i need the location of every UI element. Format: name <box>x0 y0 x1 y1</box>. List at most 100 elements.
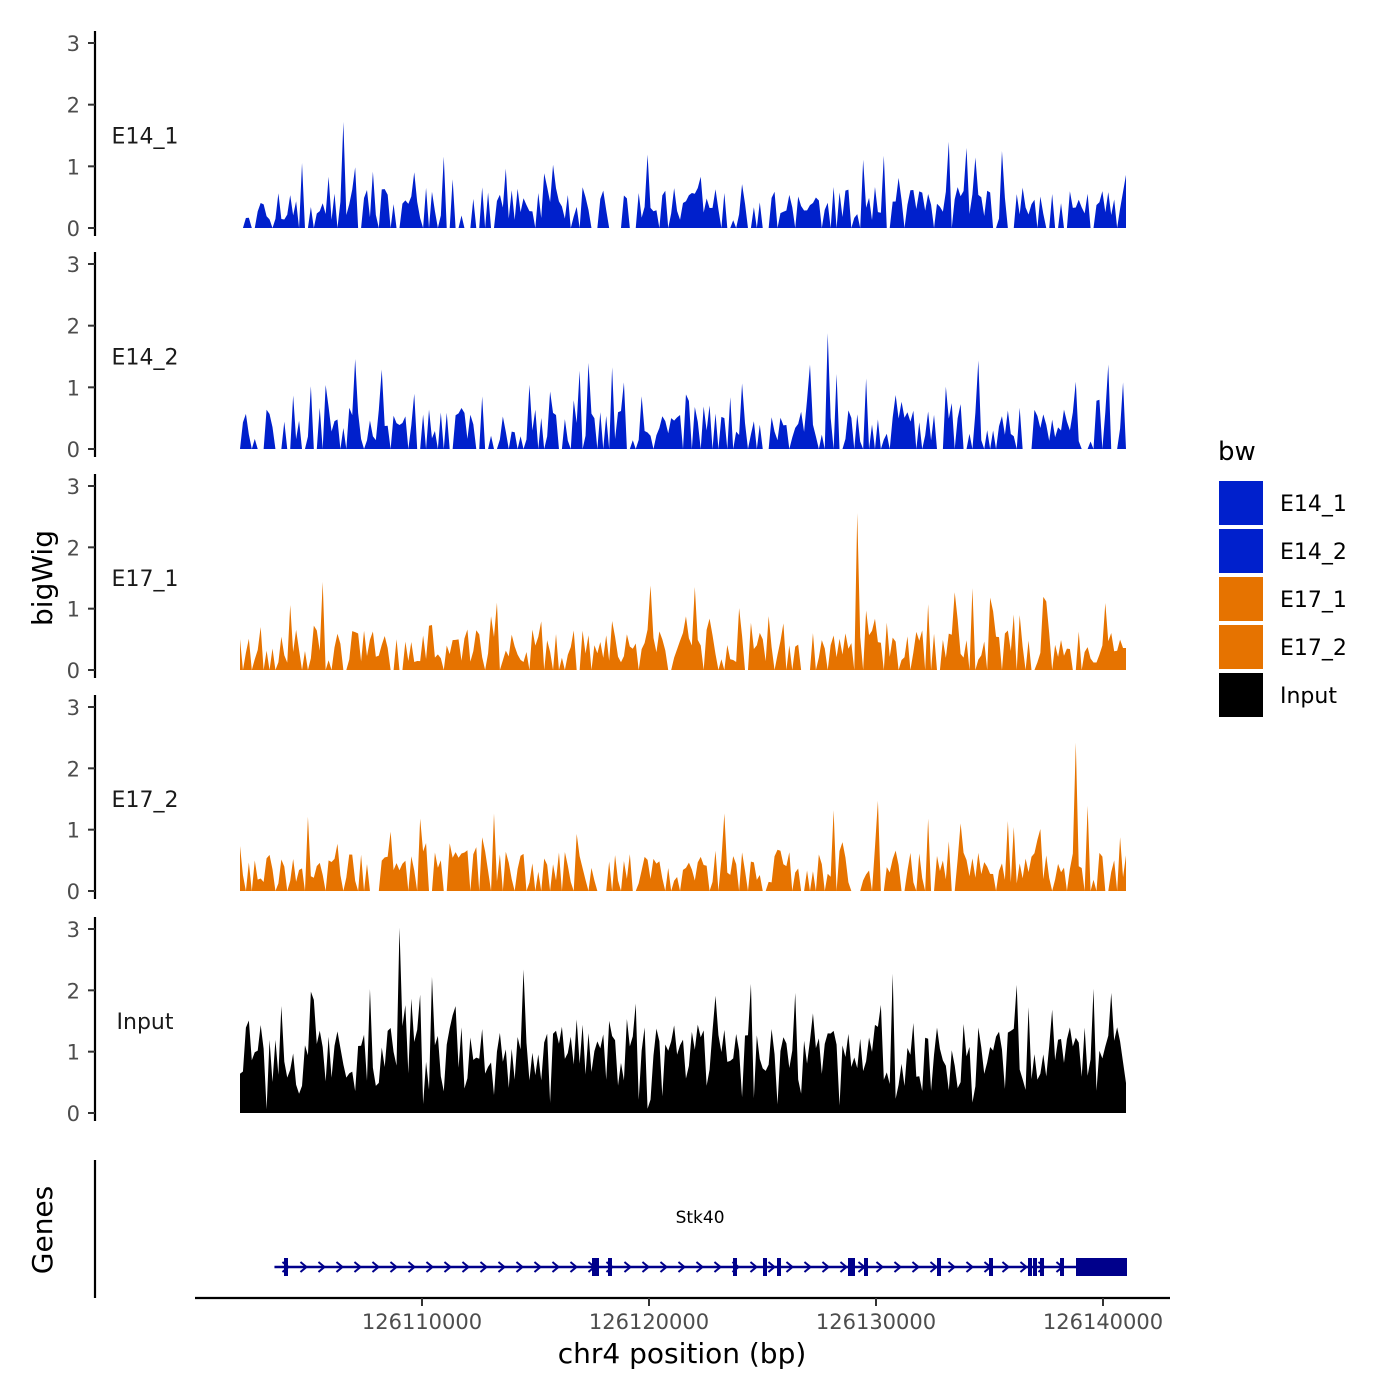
strand-arrow <box>947 1261 957 1273</box>
track-Input: 0 1 2 3 Input <box>67 917 1126 1126</box>
y-tick-label: 0 <box>67 438 80 462</box>
strand-arrow <box>929 1261 939 1273</box>
x-tick-label: 126130000 <box>816 1310 936 1334</box>
strand-arrow <box>767 1261 777 1273</box>
strand-arrow <box>785 1261 795 1273</box>
exon <box>284 1258 288 1276</box>
legend-key-E17_2 <box>1217 623 1265 671</box>
y-tick-label: 2 <box>67 94 80 118</box>
y-tick-label: 3 <box>67 253 80 277</box>
exon <box>848 1258 852 1276</box>
exon <box>1040 1258 1044 1276</box>
gene-label: Stk40 <box>676 1208 725 1228</box>
legend-key-Input <box>1217 671 1265 719</box>
strand-arrow <box>425 1261 435 1273</box>
genes-track: Stk40 <box>93 1160 1127 1298</box>
x-tick-label: 126110000 <box>362 1310 482 1334</box>
y-tick-label: 0 <box>67 217 80 241</box>
y-tick-label: 1 <box>67 1041 80 1065</box>
strand-arrow <box>911 1261 921 1273</box>
strand-arrow <box>893 1261 903 1273</box>
signal-E17_1 <box>240 512 1126 670</box>
y-tick-label: 1 <box>67 155 80 179</box>
x-tick-label: 126140000 <box>1043 1310 1163 1334</box>
x-tick-label: 126120000 <box>589 1310 709 1334</box>
y-tick-label: 2 <box>67 536 80 560</box>
y-tick-label: 2 <box>67 757 80 781</box>
genes-axis-title: Genes <box>26 1186 59 1274</box>
exon <box>733 1258 737 1276</box>
bigwig-tracks: 0 1 2 3 E14_1 0 1 2 3 E14_2 0 1 2 3 E17_1 0 1 2 3 E17_2 0 1 2 3… <box>67 31 1126 1126</box>
strand-arrow <box>569 1261 579 1273</box>
track-label-E14_2: E14_2 <box>112 346 179 371</box>
track-E17_1: 0 1 2 3 E17_1 <box>67 474 1126 683</box>
exon <box>592 1258 596 1276</box>
y-tick-label: 2 <box>67 315 80 339</box>
strand-arrow <box>371 1261 381 1273</box>
y-tick-label: 1 <box>67 376 80 400</box>
track-E14_2: 0 1 2 3 E14_2 <box>67 252 1126 462</box>
y-tick-label: 1 <box>67 598 80 622</box>
exon <box>777 1258 781 1276</box>
legend-label-E14_2: E14_2 <box>1280 540 1347 565</box>
signal-Input <box>240 927 1126 1113</box>
legend-label-E17_2: E17_2 <box>1280 636 1347 661</box>
exon <box>1060 1258 1064 1276</box>
exon <box>851 1258 855 1276</box>
legend-label-E14_1: E14_1 <box>1280 492 1347 517</box>
track-label-E14_1: E14_1 <box>112 125 179 150</box>
strand-arrow <box>1019 1261 1029 1273</box>
strand-arrow <box>821 1261 831 1273</box>
y-tick-label: 3 <box>67 475 80 499</box>
track-label-Input: Input <box>117 1010 174 1035</box>
y-tick-label: 1 <box>67 819 80 843</box>
legend-label-Input: Input <box>1280 684 1337 709</box>
legend-label-E17_1: E17_1 <box>1280 588 1347 613</box>
x-axis-title: chr4 position (bp) <box>558 1337 807 1370</box>
y-axis-title: bigWig <box>26 530 59 626</box>
strand-arrow <box>335 1261 345 1273</box>
exon <box>1028 1258 1032 1276</box>
strand-arrow <box>713 1261 723 1273</box>
gene-Stk40: Stk40 <box>274 1208 1127 1276</box>
exon <box>1033 1258 1037 1276</box>
y-tick-label: 0 <box>67 1102 80 1126</box>
legend-key-E14_2 <box>1217 527 1265 575</box>
strand-arrow <box>515 1261 525 1273</box>
strand-arrow <box>695 1261 705 1273</box>
y-tick-label: 0 <box>67 659 80 683</box>
strand-arrow <box>623 1261 633 1273</box>
signal-E14_2 <box>240 333 1126 449</box>
legend-key-E17_1 <box>1217 575 1265 623</box>
utr-exon <box>1076 1258 1127 1276</box>
exon <box>864 1258 868 1276</box>
strand-arrow <box>1001 1261 1011 1273</box>
strand-arrow <box>461 1261 471 1273</box>
strand-arrow <box>443 1261 453 1273</box>
y-tick-label: 3 <box>67 918 80 942</box>
signal-E14_1 <box>240 121 1126 228</box>
strand-arrow <box>749 1261 759 1273</box>
strand-arrow <box>677 1261 687 1273</box>
strand-arrow <box>497 1261 507 1273</box>
strand-arrow <box>533 1261 543 1273</box>
strand-arrow <box>479 1261 489 1273</box>
y-tick-label: 3 <box>67 32 80 56</box>
y-tick-label: 3 <box>67 696 80 720</box>
legend: bw E14_1 E14_2 E17_1 E17_2 Input <box>1217 437 1347 719</box>
strand-arrow <box>551 1261 561 1273</box>
track-E17_2: 0 1 2 3 E17_2 <box>67 695 1126 904</box>
x-axis: 126110000 126120000 126130000 126140000 <box>195 1296 1170 1334</box>
strand-arrow <box>389 1261 399 1273</box>
y-tick-label: 2 <box>67 979 80 1003</box>
strand-arrow <box>965 1261 975 1273</box>
exon <box>763 1258 767 1276</box>
signal-E17_2 <box>240 742 1126 891</box>
strand-arrow <box>353 1261 363 1273</box>
strand-arrow <box>659 1261 669 1273</box>
exon <box>989 1258 993 1276</box>
strand-arrow <box>803 1261 813 1273</box>
legend-key-E14_1 <box>1217 479 1265 527</box>
strand-arrow <box>875 1261 885 1273</box>
